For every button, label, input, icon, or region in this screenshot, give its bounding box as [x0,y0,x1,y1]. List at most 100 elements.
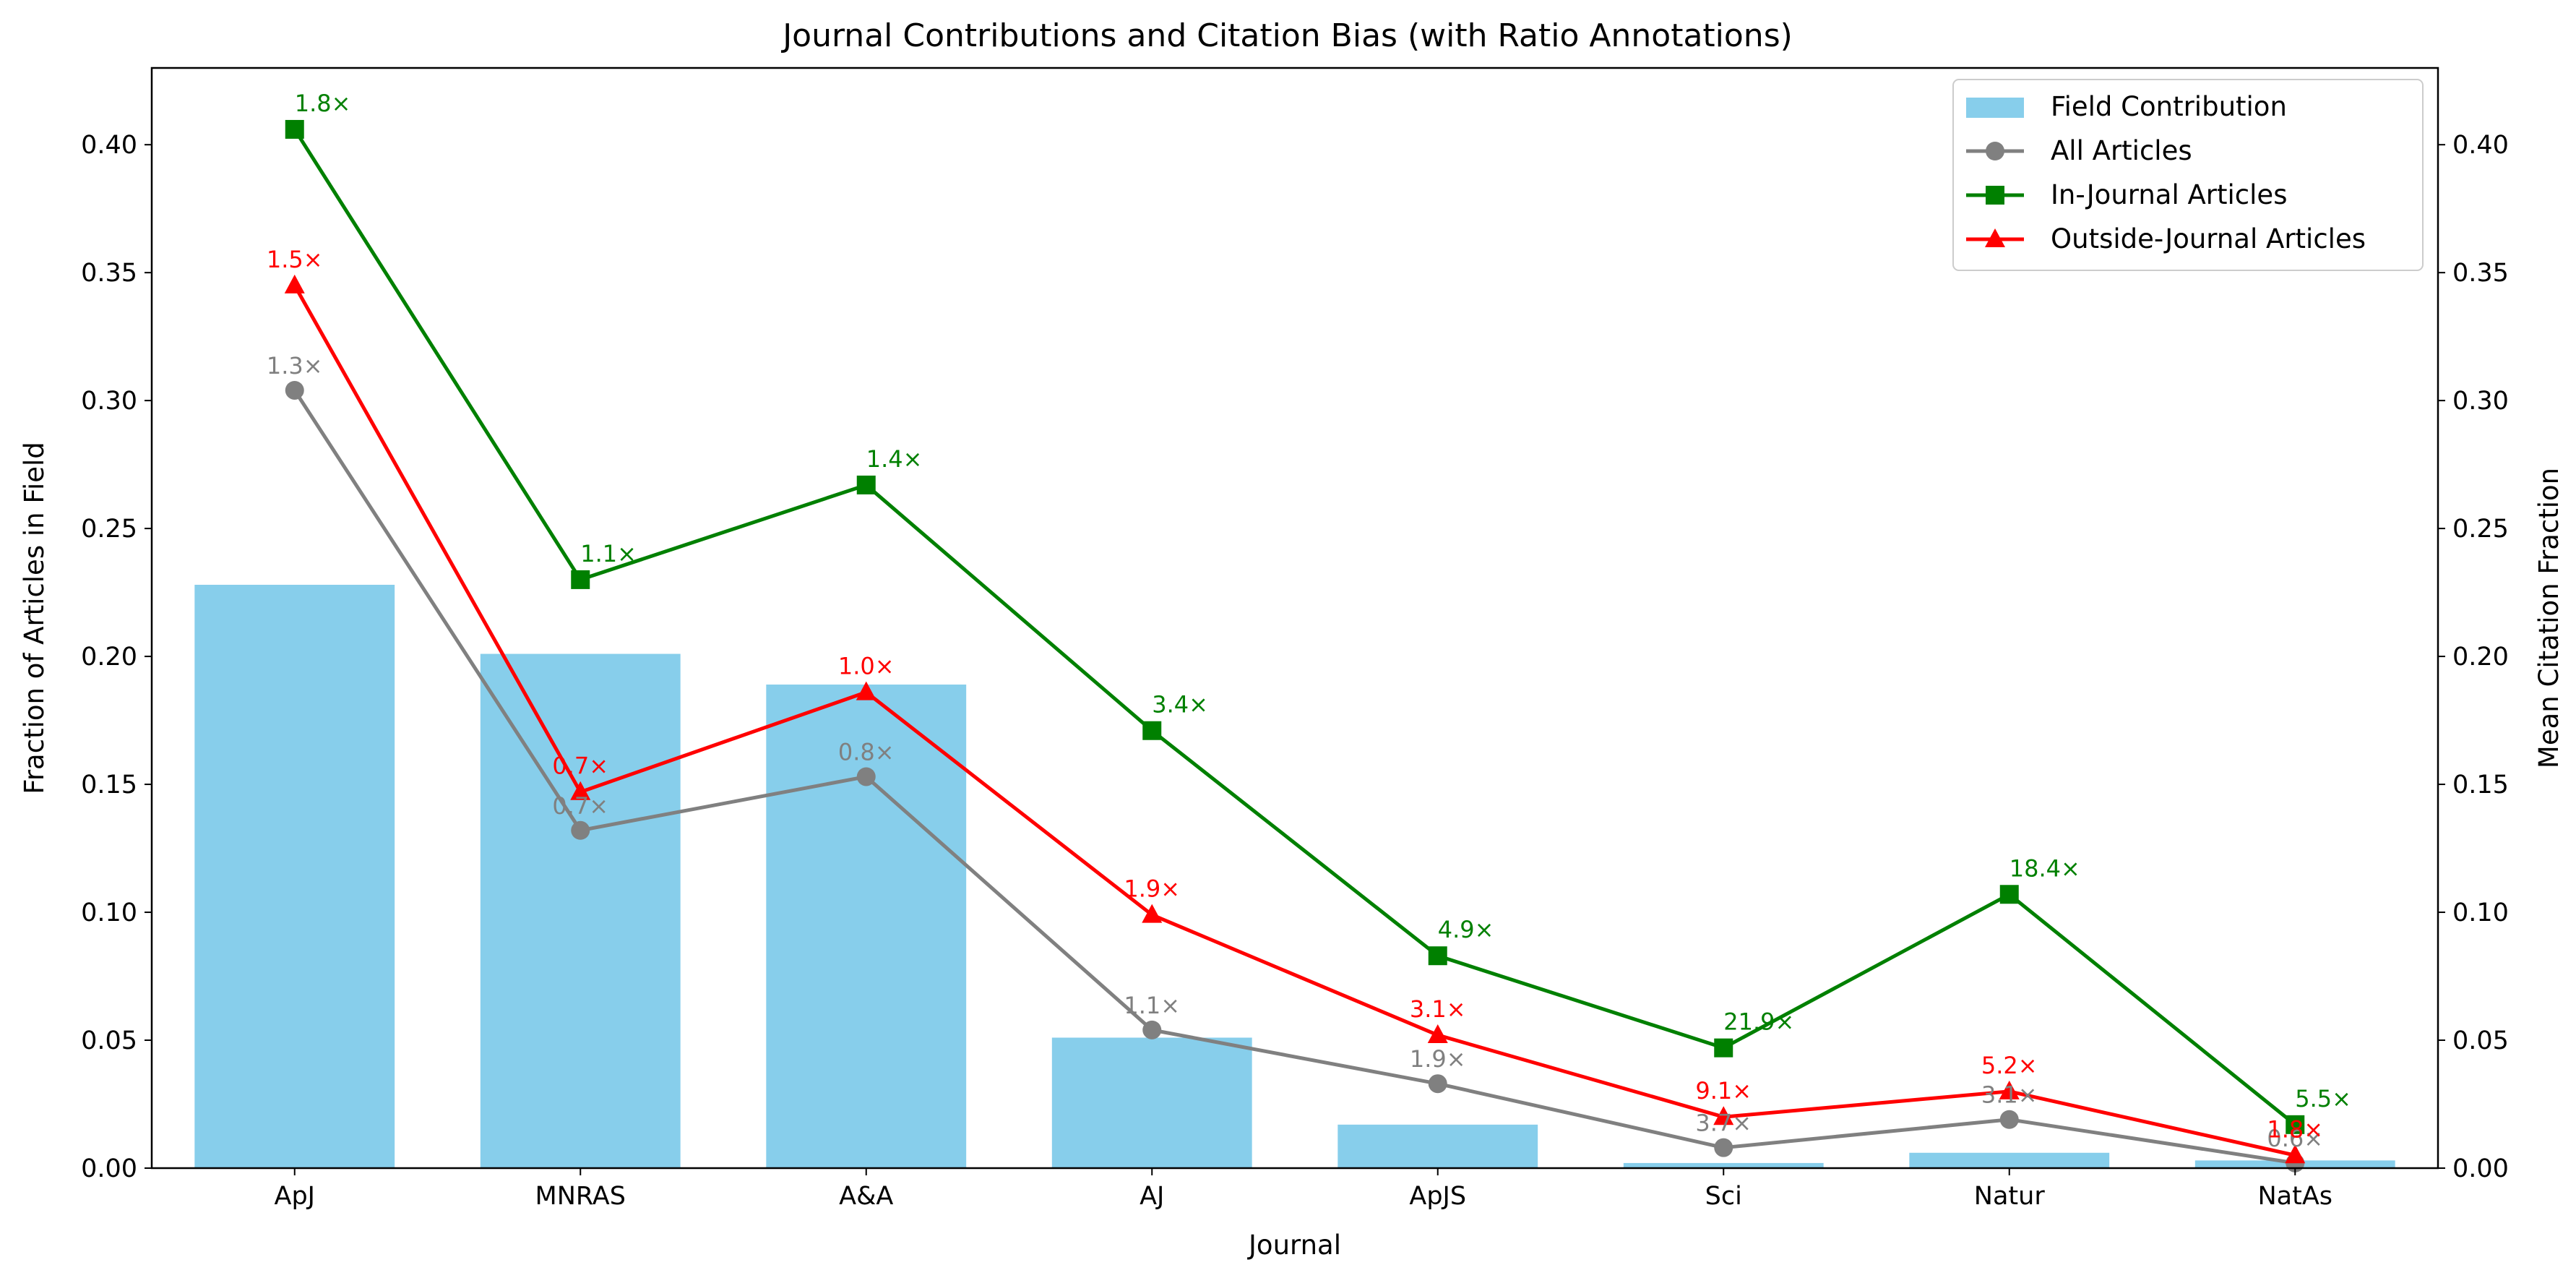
plot-frame [150,67,2439,1170]
marker-in-journal-articles-natur [1999,885,2019,904]
marker-outside-journal-articles-apj [284,274,305,293]
marker-all-articles-a-a [856,767,876,786]
legend-item-all-articles: All Articles [1966,135,2192,166]
legend-item-in-journal-articles: In-Journal Articles [1966,179,2287,210]
x-axis: ApJ MNRAS A&A AJ ApJS Sci Natur NatAs [275,1168,2332,1211]
y-tick-label-right: 0.20 [2452,643,2509,672]
bar-a-a [766,685,967,1168]
legend-label: Field Contribution [2051,91,2287,122]
y-tick-label-left: 0.00 [81,1154,137,1183]
y-tick-label-right: 0.25 [2452,515,2509,544]
annotation-in-journal-articles-natur: 18.4× [2009,854,2080,882]
annotation-outside-journal-articles-aj: 1.9× [1124,875,1180,903]
marker-in-journal-articles-sci [1714,1038,1733,1058]
annotation-in-journal-articles-sci: 21.9× [1723,1008,1794,1036]
series-all-articles [285,380,2305,1172]
bar-natur [1909,1152,2110,1168]
marker-outside-journal-articles-a-a [856,681,876,700]
x-tick-label: ApJS [1409,1182,1466,1211]
marker-outside-journal-articles-sci [1713,1106,1734,1125]
marker-all-articles-mnras [571,820,590,840]
bar-sci [1623,1162,1824,1168]
marker-all-articles-apjs [1428,1074,1447,1094]
series-outside-journal-articles [284,274,2306,1164]
annotation-all-articles-apjs: 1.9× [1410,1045,1466,1073]
line-all-articles [293,389,2296,1165]
annotation-all-articles-sci: 3.7× [1695,1110,1752,1137]
annotation-all-articles-apj: 1.3× [267,352,323,379]
annotation-in-journal-articles-apjs: 4.9× [1438,916,1494,943]
y-tick-label-left: 0.35 [81,259,137,288]
y-tick-label-right: 0.00 [2452,1154,2509,1183]
line-outside-journal-articles [293,284,2296,1157]
legend-item-outside-journal-articles: Outside-Journal Articles [1966,223,2366,254]
marker-outside-journal-articles-aj [1142,904,1163,923]
legend-label: Outside-Journal Articles [2051,223,2366,254]
bar-apjs [1337,1124,1538,1168]
marker-in-journal-articles-apj [285,119,304,139]
y-tick-label-left: 0.10 [81,899,137,927]
bar-series [194,584,2395,1168]
x-axis-label: Journal [1247,1230,1341,1261]
annotation-outside-journal-articles-natas: 1.8× [2267,1115,2323,1143]
annotation-outside-journal-articles-mnras: 0.7× [552,752,608,780]
y-tick-label-left: 0.25 [81,515,137,544]
legend-swatch [1966,98,2024,118]
y-tick-label-left: 0.20 [81,643,137,672]
y-tick-label-right: 0.10 [2452,899,2509,927]
legend: Field Contribution All Articles In-Journal… [1952,79,2424,271]
annotation-in-journal-articles-a-a: 1.4× [866,445,923,473]
legend-marker [1985,228,2005,247]
legend-label: All Articles [2051,135,2192,166]
annotation-in-journal-articles-mnras: 1.1× [580,540,637,567]
annotation-in-journal-articles-apj: 1.8× [295,90,351,117]
annotation-outside-journal-articles-natur: 5.2× [1981,1052,2038,1079]
x-tick-label: AJ [1140,1182,1164,1211]
y-tick-label-right: 0.30 [2452,387,2509,416]
y-axis-right: 0.00 0.05 0.10 0.15 0.20 0.25 0.30 0.35 0.40 [2438,131,2509,1183]
y-tick-label-right: 0.35 [2452,259,2509,288]
line-in-journal-articles [293,128,2296,1126]
legend-marker [1986,186,2004,205]
legend-marker [1986,142,2004,160]
marker-in-journal-articles-mnras [571,570,590,589]
y-axis-label-right: Mean Citation Fraction [2533,468,2564,768]
marker-all-articles-sci [1714,1138,1733,1157]
marker-outside-journal-articles-apjs [1427,1024,1448,1043]
y-tick-label-right: 0.40 [2452,131,2509,160]
y-axis-left: 0.00 0.05 0.10 0.15 0.20 0.25 0.30 0.35 0.40 [81,131,152,1183]
annotation-all-articles-natur: 3.1× [1981,1081,2038,1109]
annotation-all-articles-mnras: 0.7× [552,792,608,820]
marker-in-journal-articles-aj [1142,721,1162,740]
ratio-annotations: 1.3×0.7×0.8×1.1×1.9×3.7×3.1×0.6×1.8×1.1×… [267,90,2351,1152]
line-series [284,119,2306,1172]
annotation-all-articles-natas: 0.6× [2267,1125,2323,1152]
x-tick-label: NatAs [2257,1182,2332,1211]
y-tick-label-left: 0.40 [81,131,137,160]
marker-all-articles-aj [1142,1020,1162,1039]
marker-outside-journal-articles-natas [2285,1144,2306,1164]
marker-in-journal-articles-apjs [1428,946,1447,966]
y-axis-label-left: Fraction of Articles in Field [19,442,50,794]
series-in-journal-articles [285,119,2305,1134]
legend-item-field-contribution: Field Contribution [1966,91,2287,122]
x-tick-label: A&A [839,1182,893,1211]
annotation-outside-journal-articles-sci: 9.1× [1695,1077,1752,1105]
x-tick-label: ApJ [275,1182,315,1211]
legend-box [1952,79,2424,271]
annotation-outside-journal-articles-apjs: 3.1× [1410,995,1466,1023]
marker-all-articles-apj [285,380,304,400]
bar-aj [1051,1037,1252,1168]
marker-outside-journal-articles-natur [1999,1080,2020,1099]
y-tick-label-left: 0.15 [81,771,137,799]
x-tick-label: Natur [1974,1182,2046,1211]
x-tick-label: MNRAS [535,1182,626,1211]
annotation-outside-journal-articles-a-a: 1.0× [838,653,895,680]
legend-label: In-Journal Articles [2051,179,2287,210]
annotation-in-journal-articles-aj: 3.4× [1152,691,1208,719]
annotation-in-journal-articles-natas: 5.5× [2295,1085,2351,1112]
y-tick-label-left: 0.30 [81,387,137,416]
marker-outside-journal-articles-mnras [570,781,591,800]
y-tick-label-left: 0.05 [81,1026,137,1055]
